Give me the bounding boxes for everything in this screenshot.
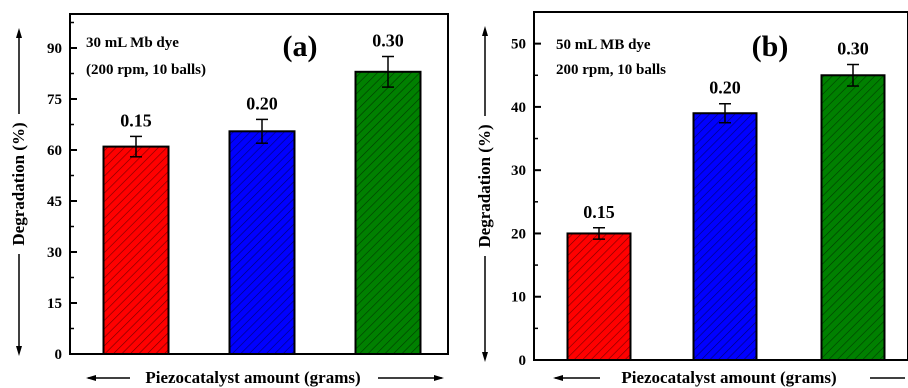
bar-0.20: [228, 130, 296, 355]
y-tick-label: 20: [511, 226, 526, 242]
bar-0.30: [354, 70, 422, 356]
bar-0.20: [692, 112, 758, 362]
arrow-head: [86, 375, 96, 381]
y-tick-label: 50: [511, 37, 526, 53]
arrow-head: [434, 375, 444, 381]
y-tick-label: 45: [47, 194, 62, 210]
arrow-head: [482, 26, 488, 36]
bar-label-0.20: 0.20: [246, 93, 278, 113]
arrow-head: [482, 352, 488, 362]
y-axis-title: Degradation (%): [475, 124, 494, 247]
y-tick-label: 15: [47, 296, 62, 312]
y-tick-label: 75: [47, 92, 62, 108]
bar-0.15: [566, 232, 632, 361]
arrow-head: [16, 346, 22, 356]
panel-label: (b): [752, 30, 789, 63]
bar-0.30: [820, 74, 886, 361]
panel-a: 0.15 0.20 0.30 0 15 30 45 60 75 90 Degradation (%)…: [9, 13, 449, 387]
bar-label-0.30: 0.30: [837, 39, 869, 59]
bar-label-0.15: 0.15: [120, 110, 152, 130]
y-tick-label: 0: [519, 353, 527, 369]
annotation-line: 30 mL Mb dye: [86, 35, 179, 51]
plot-frame: [69, 13, 449, 355]
y-tick-label: 40: [511, 100, 526, 116]
annotation-line: (200 rpm, 10 balls): [86, 62, 206, 78]
bar-label-0.20: 0.20: [709, 78, 741, 98]
y-axis-title: Degradation (%): [9, 122, 28, 245]
annotation-line: 200 rpm, 10 balls: [556, 62, 666, 78]
y-tick-label: 10: [511, 290, 526, 306]
y-tick-label: 90: [47, 41, 62, 57]
y-tick-label: 0: [55, 347, 63, 363]
plot-frame: [533, 11, 908, 361]
x-axis-title: Piezocatalyst amount (grams): [145, 368, 360, 387]
bar-label-0.15: 0.15: [583, 202, 615, 222]
x-axis-title: Piezocatalyst amount (grams): [621, 368, 836, 387]
panel-b: 0.15 0.20 0.30 0 10 20 30 40 50 Degradation (%) Pi…: [475, 11, 908, 387]
y-tick-label: 60: [47, 143, 62, 159]
bar-0.15: [102, 145, 170, 355]
y-tick-label: 30: [511, 163, 526, 179]
arrow-head: [16, 28, 22, 38]
bar-label-0.30: 0.30: [372, 31, 404, 51]
panel-label: (a): [283, 30, 318, 63]
arrow-head: [553, 375, 563, 381]
annotation-line: 50 mL MB dye: [556, 37, 651, 53]
y-tick-label: 30: [47, 245, 62, 261]
